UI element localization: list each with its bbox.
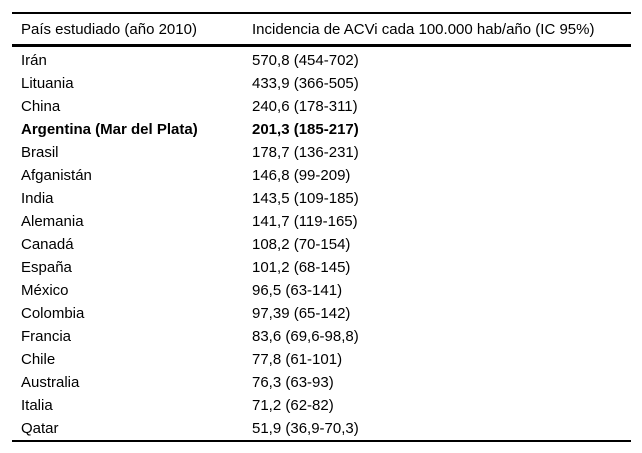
country-cell: Australia	[21, 374, 80, 391]
country-cell: Afganistán	[21, 167, 92, 184]
incidence-cell: 201,3 (185-217)	[252, 121, 359, 138]
country-cell: Alemania	[21, 213, 84, 230]
incidence-cell: 570,8 (454-702)	[252, 52, 359, 69]
table-row: India 143,5 (109-185)	[12, 187, 631, 210]
country-cell: Canadá	[21, 236, 74, 253]
incidence-cell: 143,5 (109-185)	[252, 190, 359, 207]
country-cell: Lituania	[21, 75, 74, 92]
incidence-cell: 146,8 (99-209)	[252, 167, 351, 184]
incidence-table-container: País estudiado (año 2010) Incidencia de …	[12, 12, 631, 442]
table-body: Irán 570,8 (454-702) Lituania 433,9 (366…	[12, 46, 631, 442]
table-row: Afganistán 146,8 (99-209)	[12, 164, 631, 187]
incidence-cell: 101,2 (68-145)	[252, 259, 351, 276]
incidence-table: País estudiado (año 2010) Incidencia de …	[12, 12, 631, 442]
incidence-cell: 71,2 (62-82)	[252, 397, 334, 414]
country-cell: Brasil	[21, 144, 59, 161]
incidence-cell: 141,7 (119-165)	[252, 213, 358, 230]
incidence-cell: 433,9 (366-505)	[252, 75, 359, 92]
incidence-cell: 51,9 (36,9-70,3)	[252, 420, 359, 437]
incidence-cell: 83,6 (69,6-98,8)	[252, 328, 359, 345]
table-row: Qatar 51,9 (36,9-70,3)	[12, 417, 631, 441]
table-header-row: País estudiado (año 2010) Incidencia de …	[12, 13, 631, 47]
table-row: España 101,2 (68-145)	[12, 256, 631, 279]
table-row: México 96,5 (63-141)	[12, 279, 631, 302]
incidence-cell: 96,5 (63-141)	[252, 282, 343, 299]
country-cell: Irán	[21, 52, 47, 69]
table-row: Canadá 108,2 (70-154)	[12, 233, 631, 256]
incidence-cell: 97,39 (65-142)	[252, 305, 351, 322]
country-cell: India	[21, 190, 54, 207]
country-cell: China	[21, 98, 61, 115]
table-row: Alemania 141,7 (119-165)	[12, 210, 631, 233]
table-row: Brasil 178,7 (136-231)	[12, 141, 631, 164]
incidence-cell: 178,7 (136-231)	[252, 144, 359, 161]
incidence-cell: 240,6 (178-311)	[252, 98, 358, 115]
table-row: China 240,6 (178-311)	[12, 95, 631, 118]
table-row: Colombia 97,39 (65-142)	[12, 302, 631, 325]
column-header-incidence: Incidencia de ACVi cada 100.000 hab/año …	[252, 13, 631, 47]
country-cell: México	[21, 282, 69, 299]
table-row: Chile 77,8 (61-101)	[12, 348, 631, 371]
country-cell: Colombia	[21, 305, 85, 322]
incidence-cell: 76,3 (63-93)	[252, 374, 334, 391]
incidence-cell: 108,2 (70-154)	[252, 236, 351, 253]
country-cell: Qatar	[21, 420, 59, 437]
table-header: País estudiado (año 2010) Incidencia de …	[12, 13, 631, 47]
table-row: Irán 570,8 (454-702)	[12, 46, 631, 73]
table-row: Lituania 433,9 (366-505)	[12, 72, 631, 95]
country-cell: Francia	[21, 328, 72, 345]
table-row: Italia 71,2 (62-82)	[12, 394, 631, 417]
incidence-cell: 77,8 (61-101)	[252, 351, 343, 368]
country-cell: Argentina (Mar del Plata)	[21, 121, 198, 138]
column-header-country: País estudiado (año 2010)	[12, 13, 252, 47]
country-cell: España	[21, 259, 72, 276]
table-row: Francia 83,6 (69,6-98,8)	[12, 325, 631, 348]
table-row: Australia 76,3 (63-93)	[12, 371, 631, 394]
table-row: Argentina (Mar del Plata) 201,3 (185-217…	[12, 118, 631, 141]
country-cell: Italia	[21, 397, 53, 414]
country-cell: Chile	[21, 351, 56, 368]
